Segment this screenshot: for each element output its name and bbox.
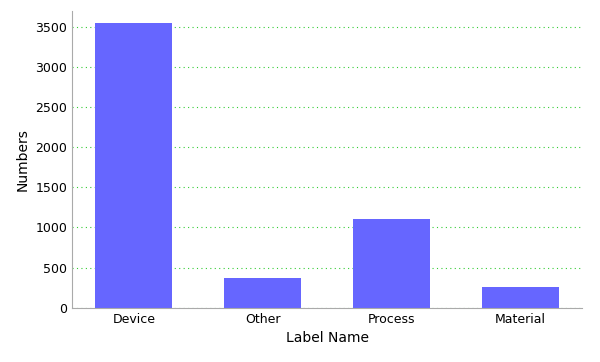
Y-axis label: Numbers: Numbers — [16, 128, 30, 191]
Bar — [95, 23, 172, 308]
X-axis label: Label Name: Label Name — [286, 331, 368, 345]
Bar — [224, 278, 301, 308]
Bar — [353, 219, 430, 308]
Bar — [482, 287, 559, 308]
